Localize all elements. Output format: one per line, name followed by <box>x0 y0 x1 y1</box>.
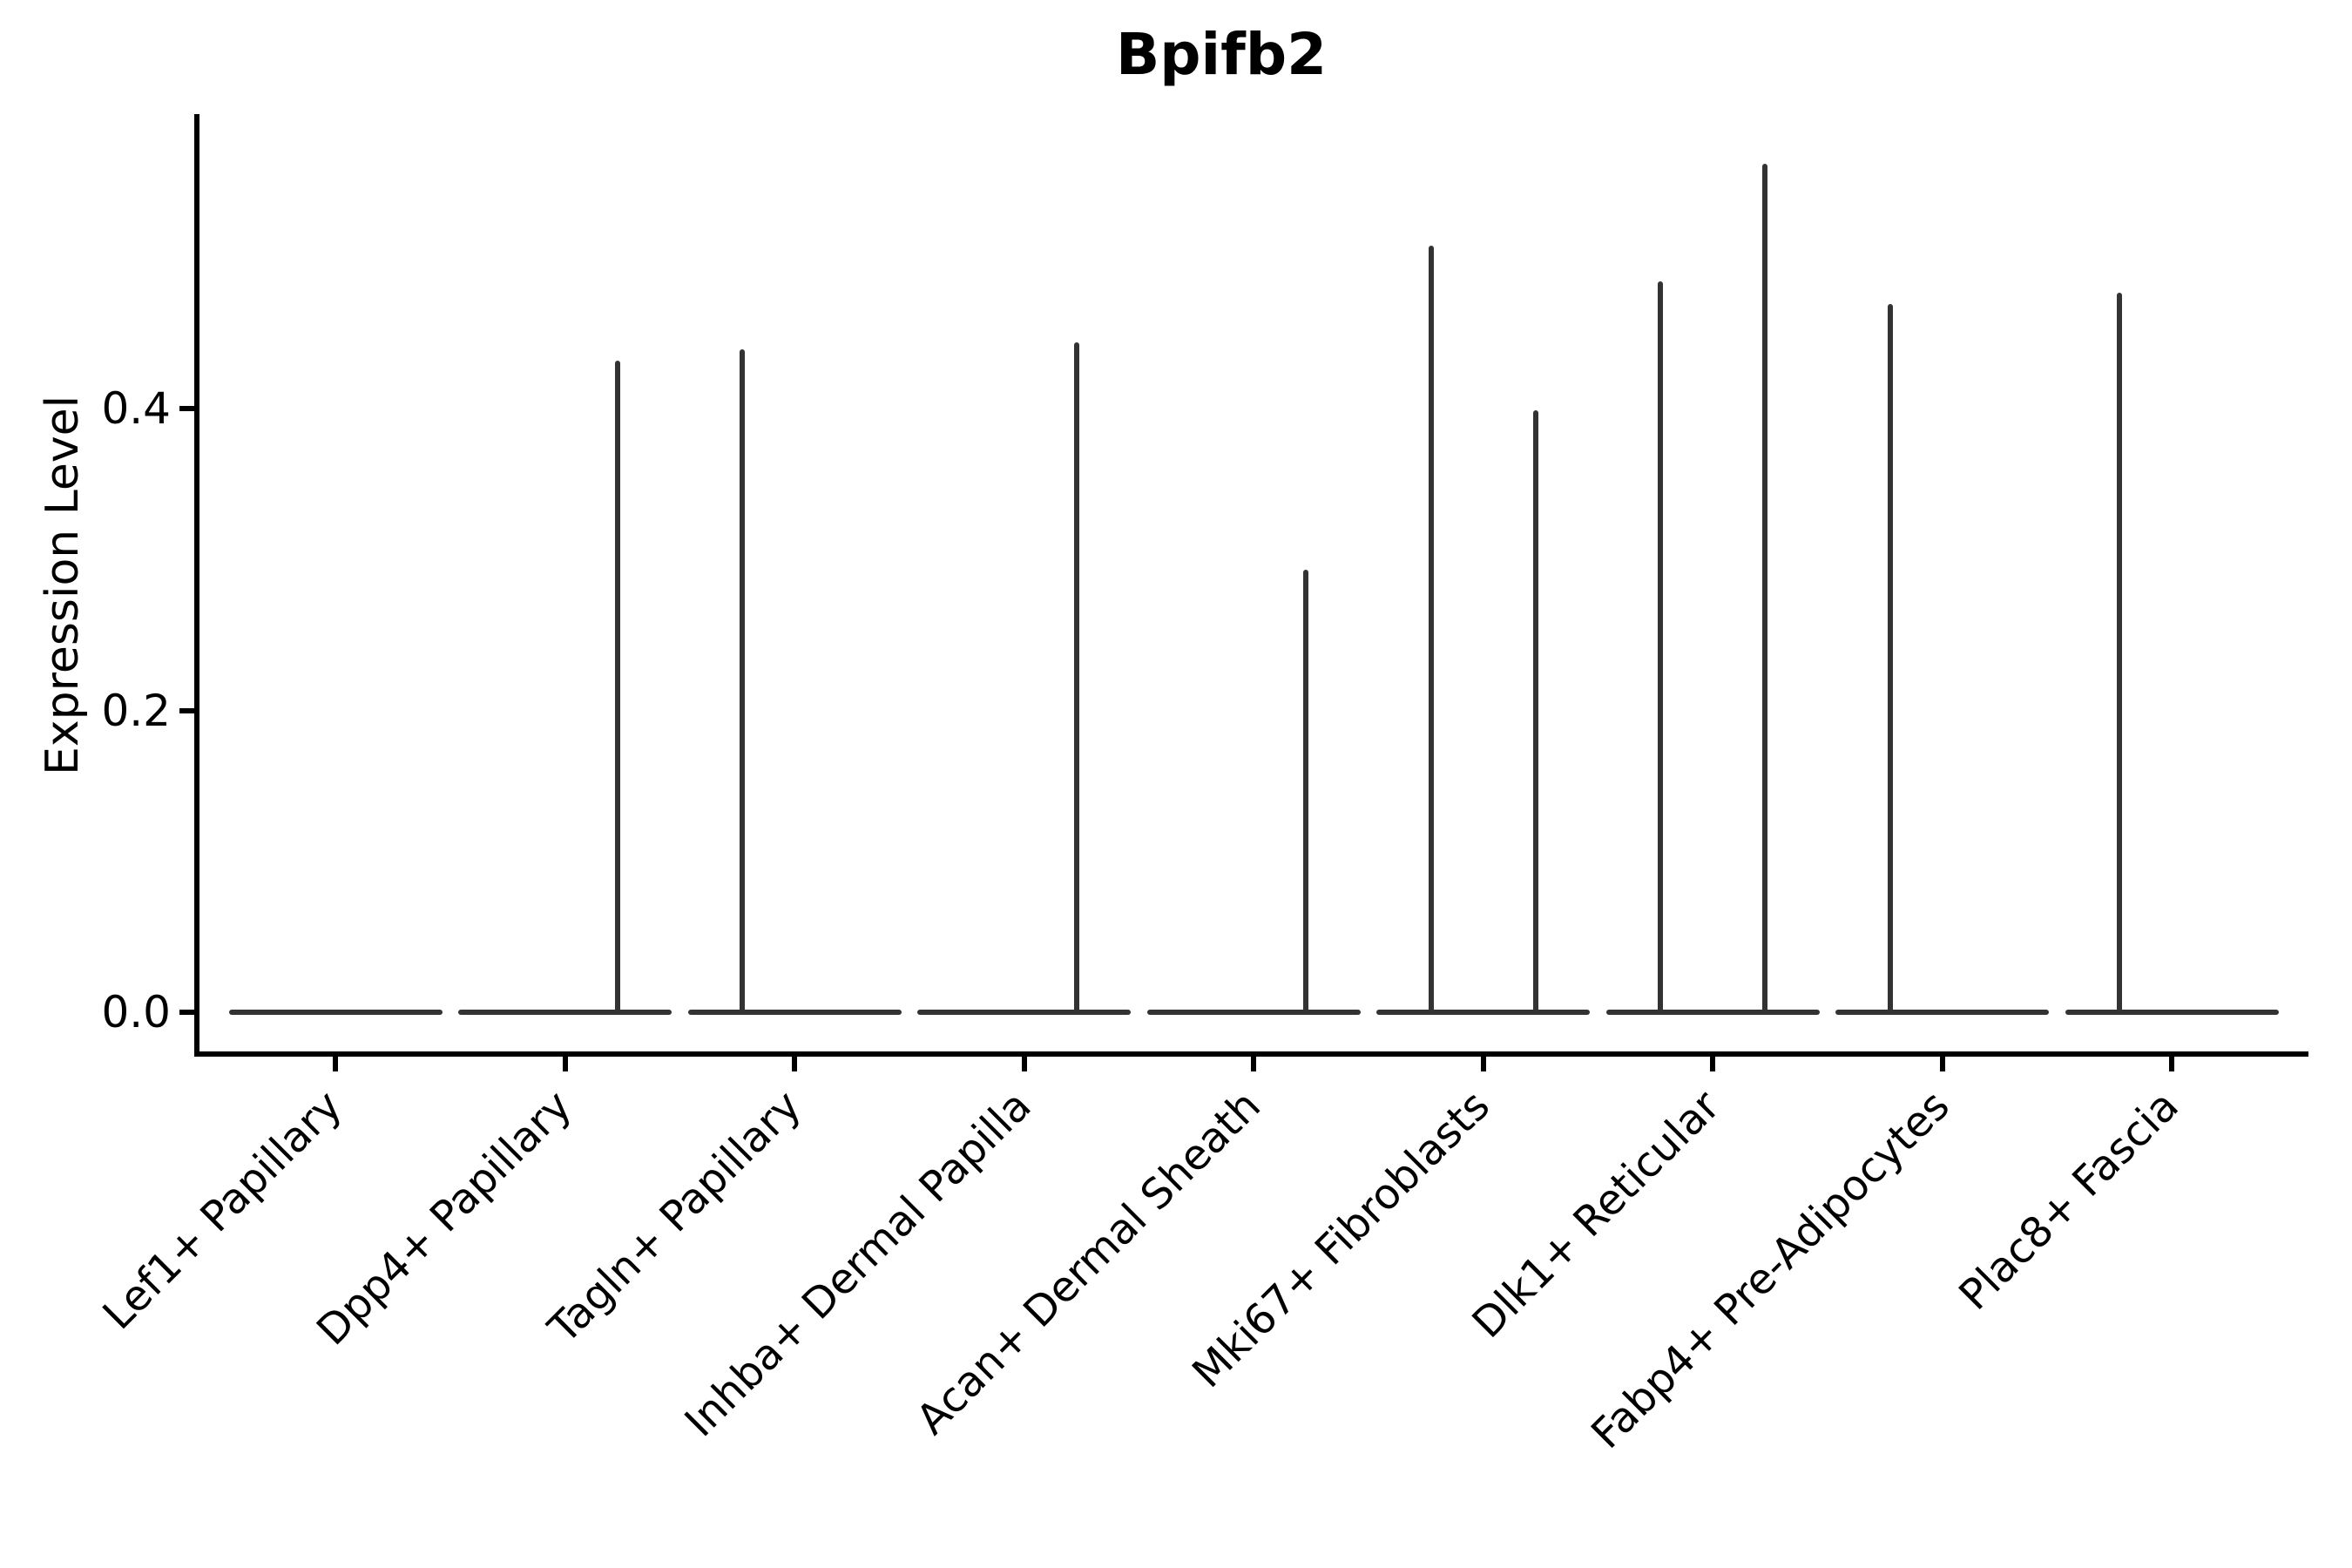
violin-body <box>1146 1010 1361 1015</box>
violin-tail <box>1658 281 1663 1014</box>
violin-tail <box>614 360 620 1014</box>
violin-body <box>1376 1010 1590 1015</box>
violin-body <box>1835 1010 2049 1015</box>
x-tick-mark <box>562 1057 568 1071</box>
x-tick-label: Plac8+ Fascia <box>1950 1081 2188 1320</box>
violin-tail <box>1073 341 1079 1014</box>
violin-body <box>458 1010 672 1015</box>
chart-title: Bpifb2 <box>1115 21 1328 88</box>
violin-body <box>228 1010 443 1015</box>
x-tick-mark <box>1251 1057 1256 1071</box>
violin-tail <box>1428 245 1434 1014</box>
x-tick-mark <box>1710 1057 1715 1071</box>
violin-tail <box>740 349 745 1014</box>
violin-body <box>917 1010 1131 1015</box>
x-tick-mark <box>1939 1057 1945 1071</box>
y-tick-mark <box>179 1010 194 1015</box>
violin-body <box>1605 1010 1820 1015</box>
violin-tail <box>1303 570 1308 1014</box>
y-axis-spine <box>194 114 199 1057</box>
violin-body <box>687 1010 902 1015</box>
x-tick-mark <box>1021 1057 1027 1071</box>
y-tick-label: 0.0 <box>101 987 171 1037</box>
x-tick-mark <box>333 1057 338 1071</box>
violin-tail <box>1887 304 1893 1014</box>
x-tick-label: Dlk1+ Reticular <box>1463 1081 1729 1348</box>
y-tick-mark <box>179 707 194 713</box>
x-axis-spine <box>194 1051 2308 1057</box>
x-tick-label: Lef1+ Papillary <box>93 1081 352 1340</box>
violin-tail <box>1532 409 1538 1014</box>
x-tick-mark <box>1480 1057 1486 1071</box>
x-tick-label: Dpp4+ Papillary <box>308 1081 582 1355</box>
violin-body <box>2065 1010 2279 1015</box>
violin-tail <box>2117 292 2122 1014</box>
y-tick-mark <box>179 406 194 411</box>
y-tick-label: 0.4 <box>101 383 171 434</box>
violin-tail <box>1762 164 1767 1014</box>
y-tick-label: 0.2 <box>101 685 171 736</box>
x-tick-mark <box>2169 1057 2174 1071</box>
x-tick-mark <box>792 1057 797 1071</box>
x-tick-label: Tagln+ Papillary <box>539 1081 811 1353</box>
